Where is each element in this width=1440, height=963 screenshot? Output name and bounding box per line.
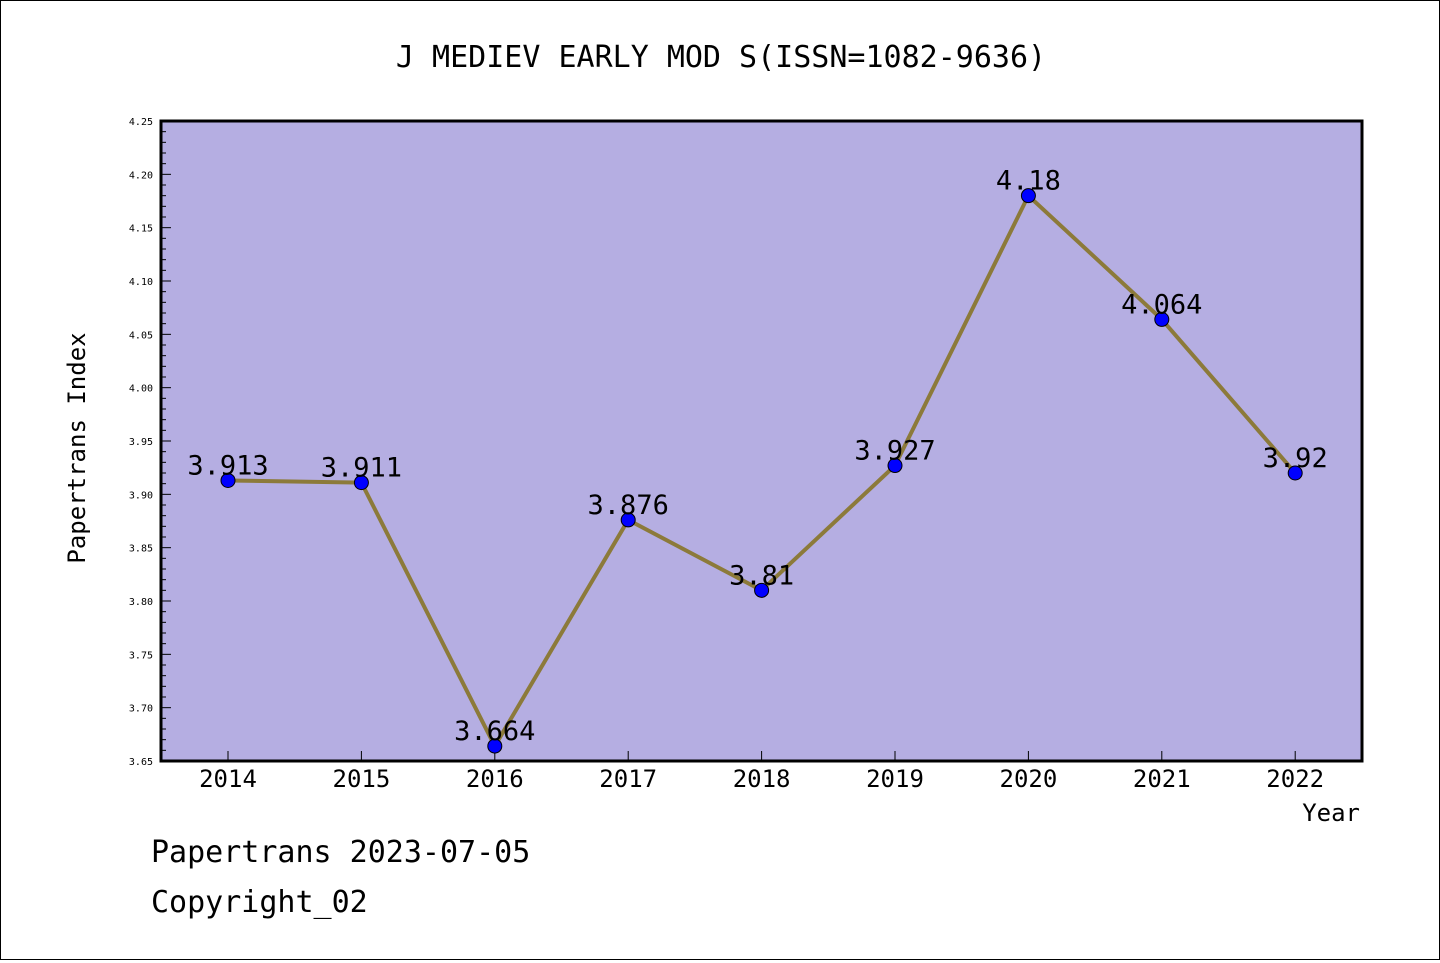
y-tick-label: 3.95 (129, 437, 153, 448)
data-point (754, 582, 770, 598)
y-tick-label: 3.70 (129, 704, 153, 715)
series-markers (220, 188, 1303, 754)
data-label: 3.913 (187, 450, 268, 481)
y-tick-label: 3.90 (129, 490, 153, 501)
y-tick-label: 3.75 (129, 650, 153, 661)
footer-date: Papertrans 2023-07-05 (151, 835, 531, 870)
data-point (353, 475, 369, 491)
x-tick-label: 2018 (733, 765, 791, 793)
y-tick-label: 3.65 (129, 757, 153, 768)
x-axis-label: Year (1302, 799, 1360, 827)
data-point (1154, 311, 1170, 327)
y-tick-label: 4.15 (129, 224, 153, 235)
y-tick-label: 4.05 (129, 330, 153, 341)
x-tick-label: 2019 (866, 765, 924, 793)
data-label: 3.92 (1263, 443, 1328, 474)
data-label: 3.664 (454, 716, 535, 747)
y-tick-label: 3.80 (129, 597, 153, 608)
y-tick-label: 4.25 (129, 117, 153, 128)
y-axis: 3.65 3.70 3.75 3.80 3.85 3.90 3.95 4.00 4.05 4.10… (129, 117, 171, 768)
data-point (1287, 465, 1303, 481)
data-point (887, 458, 903, 474)
x-tick-label: 2015 (333, 765, 391, 793)
data-label: 3.876 (588, 490, 669, 521)
data-point (620, 512, 636, 528)
data-point (220, 472, 236, 488)
x-tick-label: 2014 (199, 765, 257, 793)
data-label: 3.81 (729, 560, 794, 591)
data-point (1020, 188, 1036, 204)
x-axis: 2014 2015 2016 2017 2018 2019 2020 2021 2022 (199, 751, 1324, 793)
x-tick-label: 2017 (599, 765, 657, 793)
x-tick-label: 2020 (1000, 765, 1058, 793)
y-tick-label: 4.10 (129, 277, 153, 288)
y-tick-label: 4.20 (129, 170, 153, 181)
data-label: 3.927 (854, 436, 935, 467)
data-label: 4.064 (1121, 289, 1202, 320)
chart-title: J MEDIEV EARLY MOD S(ISSN=1082-9636) (396, 40, 1046, 75)
x-tick-label: 2021 (1133, 765, 1191, 793)
data-label: 3.911 (321, 453, 402, 484)
x-tick-label: 2016 (466, 765, 524, 793)
y-tick-label: 4.00 (129, 384, 153, 395)
plot-area (159, 119, 1364, 763)
data-labels: 3.913 3.911 3.664 3.876 3.81 3.927 4.18 4.064 3.… (187, 166, 1327, 747)
footer-copyright: Copyright_02 (151, 885, 368, 920)
data-label: 4.18 (996, 166, 1061, 197)
x-tick-label: 2022 (1266, 765, 1324, 793)
y-tick-label: 3.85 (129, 544, 153, 555)
data-point (487, 738, 503, 754)
y-axis-label: Papertrans Index (63, 332, 91, 563)
